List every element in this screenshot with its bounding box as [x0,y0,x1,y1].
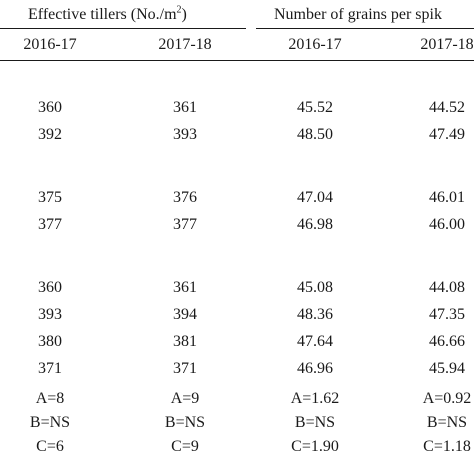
header-year-col3: 2016-17 [288,36,342,53]
table-cell-r4-c2: 377 [173,216,197,233]
header-group-underline-left [0,28,246,29]
table-cell-r11-c4: C=1.18 [423,438,471,455]
header-year-col4: 2017-18 [420,36,474,53]
table-cell-r3-c3: 47.04 [297,189,333,206]
table-cell-r4-c3: 46.98 [297,216,333,233]
header-bottom-rule [0,60,474,61]
table-cell-r5-c3: 45.08 [297,279,333,296]
header-group-underline-right [256,28,474,29]
table-cell-r11-c2: C=9 [171,438,199,455]
table-cell-r11-c3: C=1.90 [291,438,339,455]
table-cell-r2-c3: 48.50 [297,126,333,143]
table-cell-r6-c4: 47.35 [429,306,465,323]
header-group-effective-tillers-close: ) [181,6,187,23]
table-cell-r2-c1: 392 [38,126,62,143]
table-cell-r7-c4: 46.66 [429,333,465,350]
table-cell-r6-c3: 48.36 [297,306,333,323]
table-cell-r5-c1: 360 [38,279,62,296]
table-cell-r10-c1: B=NS [29,414,71,431]
table-cell-r3-c2: 376 [173,189,197,206]
table-cell-r7-c3: 47.64 [297,333,333,350]
table-cell-r4-c4: 46.00 [429,216,465,233]
table-cell-r5-c2: 361 [173,279,197,296]
table-cell-r3-c4: 46.01 [429,189,465,206]
table-cell-r10-c4: B=NS [426,414,468,431]
table-cell-r2-c4: 47.49 [429,126,465,143]
header-year-col2: 2017-18 [158,36,212,53]
table-cell-r9-c4: A=0.92 [422,390,472,407]
header-group-grains-per-spike: Number of grains per spik [274,6,442,23]
table-cell-r8-c3: 46.96 [297,360,333,377]
table-cell-r1-c2: 361 [173,99,197,116]
table-cell-r1-c3: 45.52 [297,99,333,116]
table-cell-r3-c1: 375 [38,189,62,206]
table-cell-r11-c1: C=6 [36,438,64,455]
table-cell-r5-c4: 44.08 [429,279,465,296]
table-cell-r7-c2: 381 [173,333,197,350]
table-cell-r1-c4: 44.52 [429,99,465,116]
table-cell-r6-c1: 393 [38,306,62,323]
table-cell-r8-c2: 371 [173,360,197,377]
table-cell-r2-c2: 393 [173,126,197,143]
table-cell-r9-c1: A=8 [35,390,65,407]
table-cell-r10-c2: B=NS [164,414,206,431]
header-year-col1: 2016-17 [23,36,77,53]
table-cell-r6-c2: 394 [173,306,197,323]
table-cell-r4-c1: 377 [38,216,62,233]
header-group-effective-tillers-sup: 2 [176,4,182,16]
table-cell-r9-c2: A=9 [170,390,200,407]
table-cell-r10-c3: B=NS [294,414,336,431]
table-cell-r8-c1: 371 [38,360,62,377]
table-cell-r7-c1: 380 [38,333,62,350]
header-group-effective-tillers: Effective tillers (No./m2) [28,4,187,24]
table-cell-r1-c1: 360 [38,99,62,116]
table-cell-r8-c4: 45.94 [429,360,465,377]
header-group-effective-tillers-text: Effective tillers (No./m [28,6,177,23]
table-cell-r9-c3: A=1.62 [290,390,340,407]
